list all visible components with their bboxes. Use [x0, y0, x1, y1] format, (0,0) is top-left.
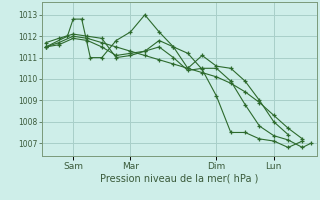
- X-axis label: Pression niveau de la mer( hPa ): Pression niveau de la mer( hPa ): [100, 173, 258, 183]
